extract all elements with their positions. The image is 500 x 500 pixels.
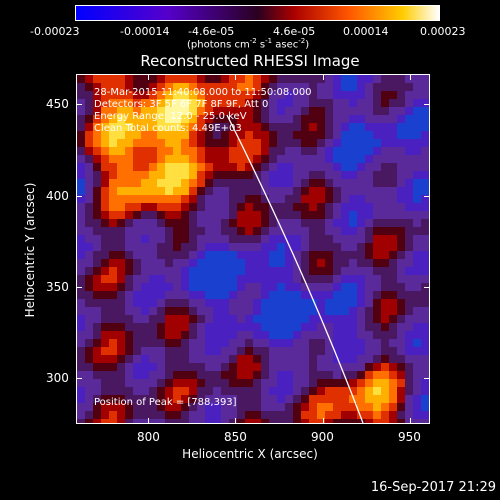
colorbar-tick-label: 4.6e-05 <box>273 25 316 38</box>
colorbar-tick-label: 0.00014 <box>343 25 389 38</box>
clean-annotation: Clean Total counts: 4.49E+03 <box>94 123 242 134</box>
colorbar-unit-label: (photons cm-2 s-1 asec-2) <box>187 37 310 51</box>
x-tick-label: 850 <box>224 430 247 444</box>
colorbar-tick-label: -4.6e-05 <box>188 25 235 38</box>
y-tick <box>76 378 82 379</box>
plot-title: Reconstructed RHESSI Image <box>140 52 360 70</box>
x-tick-top <box>148 74 149 80</box>
x-tick-top <box>235 74 236 80</box>
y-tick <box>76 104 82 105</box>
x-tick-label: 800 <box>137 430 160 444</box>
x-tick-label: 950 <box>398 430 421 444</box>
x-tick <box>148 418 149 424</box>
solar-limb-line <box>226 114 364 423</box>
y-tick-label: 450 <box>46 97 69 111</box>
rhessi-image-plot: 28-Mar-2015 11:40:08.000 to 11:50:08.000… <box>76 74 430 424</box>
x-tick-top <box>323 74 324 80</box>
y-tick-label: 400 <box>46 189 69 203</box>
y-tick-label: 300 <box>46 371 69 385</box>
detectors-annotation: Detectors: 3F 5F 6F 7F 8F 9F, Att 0 <box>94 99 269 110</box>
energy-range-annotation: Energy Range: 12.0 - 25.0 keV <box>94 111 247 122</box>
colorbar-tick-label: 0.00023 <box>420 25 466 38</box>
y-tick-right <box>424 196 430 197</box>
peak-position-annotation: Position of Peak = [788,393] <box>94 397 237 408</box>
x-tick-top <box>410 74 411 80</box>
x-tick-label: 900 <box>311 430 334 444</box>
y-tick <box>76 287 82 288</box>
colorbar-tick-label: -0.00023 <box>30 25 80 38</box>
colorbar-tick-label: -0.00014 <box>120 25 170 38</box>
y-tick-right <box>424 104 430 105</box>
colorbar <box>75 5 440 21</box>
y-tick-right <box>424 287 430 288</box>
x-axis-label: Heliocentric X (arcsec) <box>182 447 318 461</box>
timestamp: 16-Sep-2017 21:29 <box>370 480 496 495</box>
y-tick-label: 350 <box>46 280 69 294</box>
y-tick-right <box>424 378 430 379</box>
y-tick <box>76 196 82 197</box>
x-tick <box>410 418 411 424</box>
x-tick <box>235 418 236 424</box>
y-axis-label: Heliocentric Y (arcsec) <box>23 182 37 318</box>
rhessi-heatmap <box>77 75 429 423</box>
time-range-annotation: 28-Mar-2015 11:40:08.000 to 11:50:08.000 <box>94 87 312 98</box>
x-tick <box>323 418 324 424</box>
